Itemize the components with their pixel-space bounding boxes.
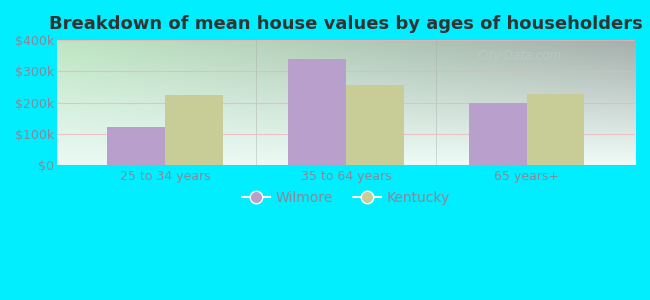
Title: Breakdown of mean house values by ages of householders: Breakdown of mean house values by ages o… — [49, 15, 643, 33]
Bar — [346, 85, 404, 165]
Bar — [288, 59, 346, 165]
Bar — [526, 94, 584, 165]
Legend: Wilmore, Kentucky: Wilmore, Kentucky — [237, 185, 456, 210]
Text: City-Data.com: City-Data.com — [477, 49, 562, 62]
Bar — [165, 95, 223, 165]
Bar — [469, 103, 526, 165]
Bar — [107, 128, 165, 165]
